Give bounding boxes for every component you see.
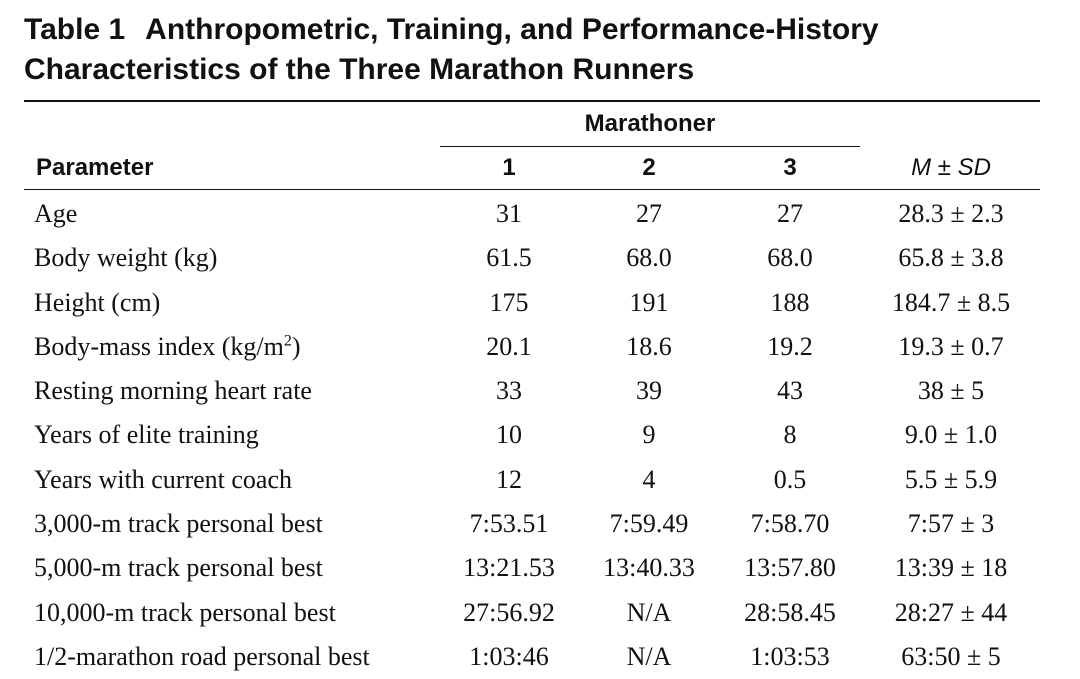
header-pm: ± [931, 154, 958, 181]
cell-parameter: Resting morning heart rate [34, 369, 434, 413]
cell-marathoner-1: 10 [496, 420, 522, 450]
cell-marathoner-2: 18.6 [626, 331, 672, 361]
col-header-parameter: Parameter [36, 154, 154, 181]
cell-parameter: 3,000-m track personal best [34, 502, 434, 546]
cell-marathoner-3: 13:57.80 [744, 553, 836, 583]
cell-marathoner-3: 68.0 [767, 243, 813, 273]
cell-mean-sd: 5.5 ± 5.9 [904, 464, 998, 494]
table-number: Table 1 [24, 13, 126, 46]
table-row: Resting morning heart rate 33 39 43 38 ± 5 [0, 369, 1080, 413]
cell-mean-sd: 28.3 ± 2.3 [898, 199, 1004, 228]
parameter-suffix: ) [291, 331, 301, 361]
table-row: Height (cm) 175 191 188 184.7 ± 8.5 [0, 281, 1080, 325]
cell-marathoner-1: 12 [496, 464, 522, 494]
table-body: Age 31 27 27 28.3 ± 2.3 Body weight (kg) 61.5 6… [0, 192, 1080, 679]
cell-mean-sd: 9.0 ± 1.0 [904, 420, 998, 450]
parameter-text: Body-mass index (kg/m [34, 331, 284, 361]
cell-mean-sd: 28:27 ± 44 [894, 597, 1008, 627]
table-row: 1/2-marathon road personal best 1:03:46 N/… [0, 635, 1080, 679]
cell-marathoner-2: 27 [636, 199, 662, 228]
cell-parameter: Body-mass index (kg/m2) [34, 325, 434, 369]
col-header-mean-sd: M ± SD [862, 150, 1040, 186]
table-row: 10,000-m track personal best 27:56.92 N/A 2… [0, 591, 1080, 635]
cell-parameter: 1/2-marathon road personal best [34, 635, 434, 679]
table-row: Years with current coach 12 4 0.5 5.5 ± 5.9 [0, 458, 1080, 502]
header-rule [24, 189, 1040, 191]
col-header-marathoner-2: 2 [642, 154, 656, 181]
cell-parameter: 10,000-m track personal best [34, 591, 434, 635]
title-text-1: Anthropometric, Training, and Performanc… [145, 13, 879, 46]
cell-marathoner-3: 1:03:53 [750, 641, 830, 671]
parameter-text: 1/2-marathon road personal best [34, 641, 370, 671]
group-rule [440, 146, 860, 148]
cell-marathoner-2: 13:40.33 [603, 553, 695, 583]
table-row: Age 31 27 27 28.3 ± 2.3 [0, 192, 1080, 236]
cell-marathoner-3: 7:58.70 [750, 509, 830, 539]
cell-mean-sd: 7:57 ± 3 [907, 509, 995, 539]
cell-parameter: Years with current coach [34, 458, 434, 502]
cell-marathoner-1: 7:53.51 [469, 509, 549, 539]
cell-marathoner-3: 8 [783, 420, 797, 450]
cell-mean-sd: 38 ± 5 [917, 376, 985, 406]
cell-mean-sd: 65.8 ± 3.8 [898, 243, 1004, 273]
cell-mean-sd: 63:50 ± 5 [901, 641, 1001, 671]
header-m: M [911, 154, 932, 181]
parameter-text: Age [34, 199, 78, 228]
cell-marathoner-2: 7:59.49 [609, 509, 689, 539]
table-row: Years of elite training 10 9 8 9.0 ± 1.0 [0, 413, 1080, 457]
cell-marathoner-2: 191 [629, 287, 669, 317]
parameter-text: 3,000-m track personal best [34, 509, 323, 539]
cell-marathoner-1: 31 [496, 199, 522, 228]
cell-mean-sd: 13:39 ± 18 [894, 553, 1008, 583]
cell-marathoner-2: 39 [636, 376, 662, 406]
col-header-marathoner-1: 1 [502, 154, 516, 181]
top-rule [24, 100, 1040, 102]
cell-marathoner-1: 13:21.53 [463, 553, 555, 583]
cell-marathoner-3: 19.2 [767, 331, 813, 361]
cell-marathoner-2: N/A [626, 641, 672, 671]
title-line-2: Characteristics of the Three Marathon Ru… [24, 53, 695, 86]
cell-parameter: Age [34, 192, 434, 236]
cell-parameter: Height (cm) [34, 281, 434, 325]
parameter-text: 5,000-m track personal best [34, 553, 323, 583]
parameter-text: 10,000-m track personal best [34, 597, 336, 627]
group-header-marathoner: Marathoner [584, 110, 716, 137]
cell-marathoner-2: 4 [642, 464, 656, 494]
cell-parameter: Years of elite training [34, 413, 434, 457]
col-header-marathoner-3: 3 [783, 154, 797, 181]
cell-mean-sd: 19.3 ± 0.7 [898, 331, 1004, 361]
cell-parameter: 5,000-m track personal best [34, 546, 434, 590]
parameter-text: Resting morning heart rate [34, 376, 312, 406]
cell-marathoner-2: 68.0 [626, 243, 672, 273]
parameter-text: Body weight (kg) [34, 243, 218, 273]
table-row: Body-mass index (kg/m2) 20.1 18.6 19.2 19.3 … [0, 325, 1080, 369]
cell-marathoner-1: 33 [496, 376, 522, 406]
cell-marathoner-1: 61.5 [486, 243, 532, 273]
cell-marathoner-1: 20.1 [486, 331, 532, 361]
cell-mean-sd: 184.7 ± 8.5 [891, 287, 1011, 317]
cell-marathoner-3: 27 [777, 199, 803, 228]
cell-marathoner-1: 1:03:46 [469, 641, 549, 671]
cell-marathoner-1: 27:56.92 [463, 597, 555, 627]
header-sd: SD [957, 154, 991, 181]
table-row: 3,000-m track personal best 7:53.51 7:59.4… [0, 502, 1080, 546]
cell-marathoner-2: N/A [626, 597, 672, 627]
cell-marathoner-3: 28:58.45 [744, 597, 836, 627]
table-row: Body weight (kg) 61.5 68.0 68.0 65.8 ± 3.8 [0, 236, 1080, 280]
cell-marathoner-1: 175 [489, 287, 529, 317]
parameter-text: Height (cm) [34, 287, 161, 317]
cell-marathoner-3: 0.5 [773, 464, 807, 494]
cell-marathoner-3: 188 [770, 287, 810, 317]
table-title: Table 1 Anthropometric, Training, and Per… [24, 10, 1064, 90]
parameter-text: Years of elite training [34, 420, 259, 450]
parameter-superscript: 2 [283, 332, 292, 350]
parameter-text: Years with current coach [34, 464, 292, 494]
title-line-1: Table 1 Anthropometric, Training, and Per… [24, 10, 1064, 50]
table-row: 5,000-m track personal best 13:21.53 13:40… [0, 546, 1080, 590]
cell-marathoner-3: 43 [777, 376, 803, 406]
cell-parameter: Body weight (kg) [34, 236, 434, 280]
cell-marathoner-2: 9 [642, 420, 656, 450]
